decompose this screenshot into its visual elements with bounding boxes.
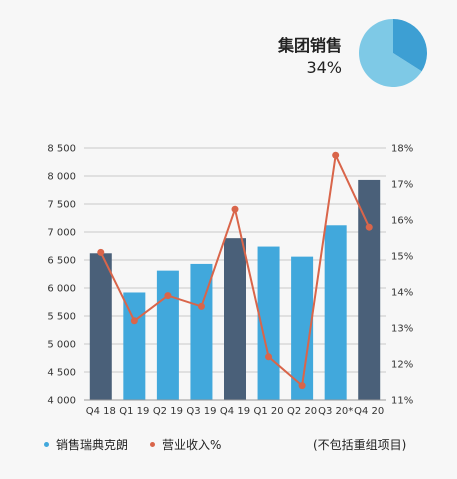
x-tick-label: Q4 19 xyxy=(220,406,250,417)
legend-bar-marker xyxy=(44,442,49,447)
left-tick-label: 7 500 xyxy=(47,200,76,211)
right-tick-label: 14% xyxy=(391,288,413,299)
x-tick-label: Q2 19 xyxy=(153,406,183,417)
legend-sales-label: 销售瑞典克朗 xyxy=(56,438,129,452)
sales-bar xyxy=(123,292,146,400)
left-tick-label: 6 500 xyxy=(47,256,76,267)
margin-point xyxy=(365,223,373,231)
right-tick-label: 12% xyxy=(391,360,413,371)
pie-label: 集团销售 xyxy=(277,36,342,55)
left-tick-label: 8 000 xyxy=(47,172,76,183)
legend: 销售瑞典克朗 营业收入% (不包括重组项目) xyxy=(0,437,457,457)
legend-margin-label: 营业收入% xyxy=(162,438,222,452)
sales-bar xyxy=(291,256,314,400)
legend-item-margin: 营业收入% xyxy=(150,437,221,453)
x-tick-label: Q4 20 xyxy=(354,406,384,417)
left-tick-label: 7 000 xyxy=(47,228,76,239)
pie-slice-rest xyxy=(359,19,422,87)
sales-bar xyxy=(190,263,213,400)
pie-slice-group-sales xyxy=(393,19,427,72)
x-tick-label: Q1 20 xyxy=(253,406,283,417)
x-tick-label: Q1 19 xyxy=(119,406,149,417)
right-tick-label: 16% xyxy=(391,216,413,227)
pie-value: 34% xyxy=(306,58,342,77)
legend-item-sales: 销售瑞典克朗 xyxy=(44,437,128,453)
legend-note: (不包括重组项目) xyxy=(313,438,407,452)
margin-point xyxy=(97,248,105,256)
sales-bar xyxy=(324,225,347,400)
margin-point xyxy=(332,151,340,159)
sales-bar xyxy=(224,238,246,400)
right-tick-label: 11% xyxy=(391,396,413,407)
sales-chart: 4 000 4 500 5 000 5 500 6 000 6 500 7 000 7 500… xyxy=(47,144,413,418)
sales-bar xyxy=(89,253,112,400)
x-tick-label: Q3 20* xyxy=(318,406,353,417)
x-tick-label: Q2 20 xyxy=(287,406,317,417)
sales-bar xyxy=(156,270,179,400)
legend-line-marker xyxy=(150,442,155,447)
left-tick-label: 4 500 xyxy=(47,368,76,379)
margin-point xyxy=(231,205,239,213)
pie-chart xyxy=(359,19,427,87)
group-sales-pie-section: 集团销售 34% xyxy=(0,0,457,110)
margin-line xyxy=(97,151,373,390)
margin-point xyxy=(197,302,205,310)
left-tick-label: 8 500 xyxy=(47,144,76,155)
left-tick-label: 4 000 xyxy=(47,396,76,407)
left-tick-label: 5 500 xyxy=(47,312,76,323)
right-axis: 11% 12% 13% 14% 15% 16% 17% 18% xyxy=(391,144,413,407)
left-axis: 4 000 4 500 5 000 5 500 6 000 6 500 7 000 7 500… xyxy=(47,144,76,407)
left-tick-label: 6 000 xyxy=(47,284,76,295)
x-tick-label: Q3 19 xyxy=(186,406,216,417)
right-tick-label: 18% xyxy=(391,144,413,155)
right-tick-label: 13% xyxy=(391,324,413,335)
sales-bar xyxy=(358,179,381,400)
margin-point xyxy=(265,353,273,361)
x-axis: Q4 18 Q1 19 Q2 19 Q3 19 Q4 19 Q1 20 Q2 20 Q3 20… xyxy=(84,399,386,417)
right-tick-label: 17% xyxy=(391,180,413,191)
margin-point xyxy=(130,317,138,325)
x-tick-label: Q4 18 xyxy=(86,406,116,417)
margin-point xyxy=(298,382,306,390)
left-tick-label: 5 000 xyxy=(47,340,76,351)
right-tick-label: 15% xyxy=(391,252,413,263)
margin-point xyxy=(164,292,172,300)
